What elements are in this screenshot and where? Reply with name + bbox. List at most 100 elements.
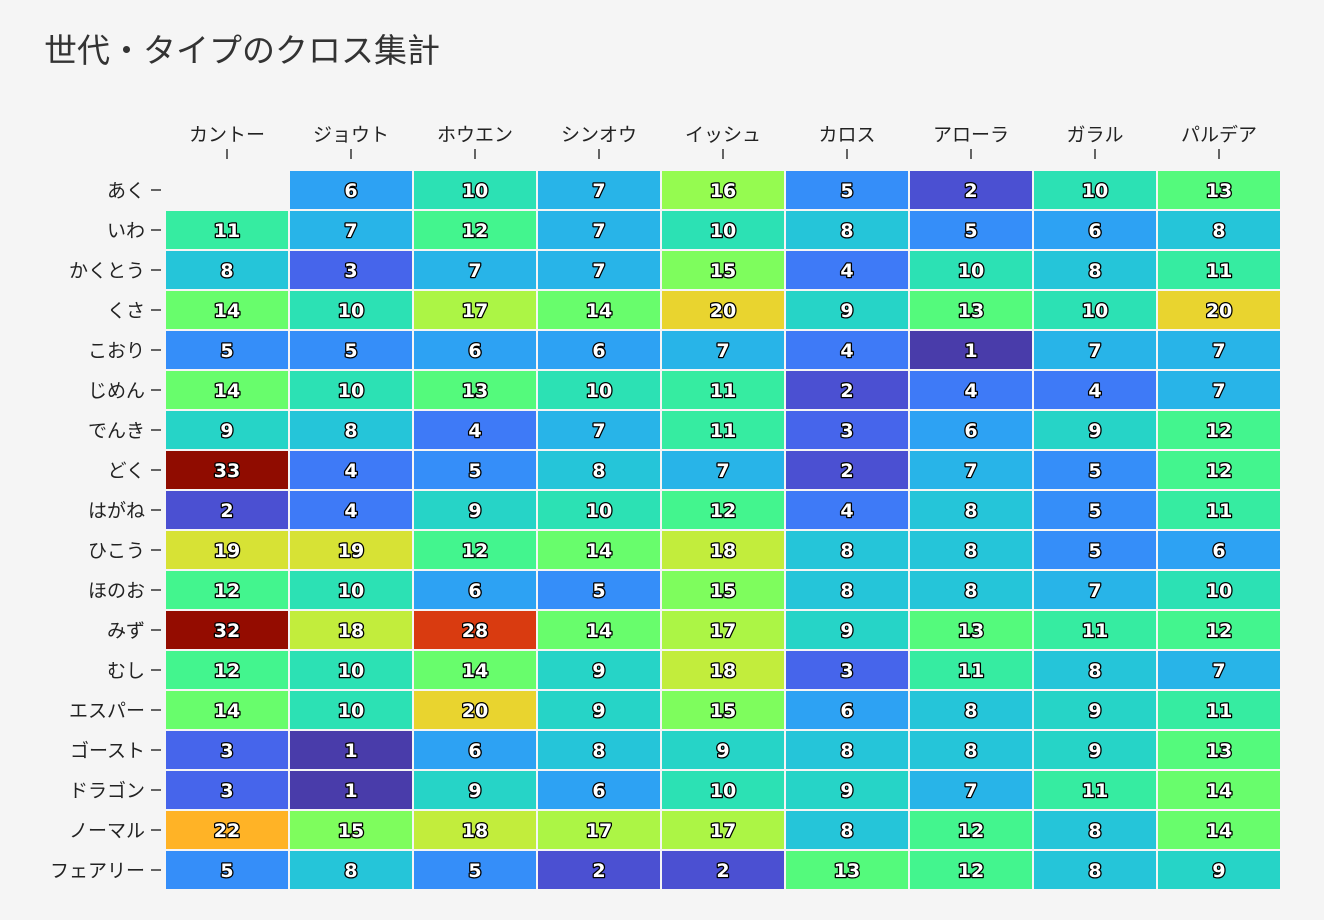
cell-value-label: 9 xyxy=(1088,740,1101,762)
cell-value-label: 13 xyxy=(1206,180,1232,202)
cell-value-label: 10 xyxy=(958,260,984,282)
heatmap-cell xyxy=(786,691,908,729)
heatmap-cell xyxy=(414,251,536,289)
cell-value-label: 5 xyxy=(840,180,853,202)
heatmap-cell xyxy=(786,811,908,849)
cell-value-label: 9 xyxy=(592,660,605,682)
cell-value-label: 10 xyxy=(1082,300,1108,322)
x-tick-label: ジョウト xyxy=(313,124,389,146)
heatmap-cell xyxy=(414,491,536,529)
heatmap-cell xyxy=(290,371,412,409)
heatmap-cell xyxy=(786,531,908,569)
y-tick-label: いわ xyxy=(107,220,145,242)
cell-value-label: 2 xyxy=(592,860,605,882)
heatmap-cell xyxy=(662,451,784,489)
cell-value-label: 20 xyxy=(462,700,488,722)
cell-value-label: 10 xyxy=(710,780,736,802)
heatmap-cell xyxy=(290,571,412,609)
heatmap-cell xyxy=(166,251,288,289)
cell-value-label: 9 xyxy=(1212,860,1225,882)
heatmap-cell xyxy=(1158,331,1280,369)
cell-value-label: 7 xyxy=(468,260,481,282)
cell-value-label: 5 xyxy=(1088,540,1101,562)
x-tick-label: ホウエン xyxy=(437,124,513,146)
cell-value-label: 6 xyxy=(1088,220,1101,242)
heatmap-cell xyxy=(910,251,1032,289)
cell-value-label: 9 xyxy=(840,300,853,322)
cell-value-label: 8 xyxy=(840,820,853,842)
heatmap-cell xyxy=(290,811,412,849)
cell-value-label: 5 xyxy=(1088,500,1101,522)
x-tick-label: ガラル xyxy=(1066,124,1123,146)
heatmap-cell xyxy=(786,491,908,529)
cell-value-label: 17 xyxy=(710,620,736,642)
y-tick-label: どく xyxy=(108,460,145,482)
y-tick-label: こおり xyxy=(88,340,145,362)
heatmap-cell xyxy=(166,371,288,409)
heatmap-cell xyxy=(1034,451,1156,489)
heatmap-cell xyxy=(538,371,660,409)
cell-value-label: 8 xyxy=(592,740,605,762)
heatmap-cell xyxy=(166,291,288,329)
heatmap-cell xyxy=(166,611,288,649)
cell-value-label: 10 xyxy=(586,500,612,522)
heatmap-cell xyxy=(290,171,412,209)
cell-value-label: 11 xyxy=(1206,260,1232,282)
heatmap-cell xyxy=(786,291,908,329)
cell-value-label: 5 xyxy=(964,220,977,242)
cell-value-label: 4 xyxy=(344,460,357,482)
cell-value-label: 12 xyxy=(462,220,488,242)
cell-value-label: 3 xyxy=(220,780,233,802)
heatmap-cell xyxy=(1034,851,1156,889)
cell-value-label: 7 xyxy=(344,220,357,242)
heatmap-cell xyxy=(910,771,1032,809)
cell-value-label: 6 xyxy=(964,420,977,442)
heatmap-cell xyxy=(662,611,784,649)
y-tick-label: ひこう xyxy=(88,540,145,562)
cell-value-label: 2 xyxy=(220,500,233,522)
heatmap-cell xyxy=(662,251,784,289)
cell-value-label: 9 xyxy=(468,500,481,522)
y-tick-label: むし xyxy=(107,660,145,682)
cell-value-label: 18 xyxy=(338,620,364,642)
heatmap-cell xyxy=(414,291,536,329)
heatmap-cell xyxy=(786,731,908,769)
heatmap-cell xyxy=(1158,731,1280,769)
heatmap-cell xyxy=(662,731,784,769)
heatmap-cell xyxy=(1034,211,1156,249)
heatmap-cell xyxy=(538,411,660,449)
cell-value-label: 10 xyxy=(338,660,364,682)
heatmap-cell xyxy=(166,211,288,249)
cell-value-label: 19 xyxy=(214,540,240,562)
heatmap-cell xyxy=(166,411,288,449)
cell-value-label: 4 xyxy=(840,340,853,362)
heatmap-cell xyxy=(1158,651,1280,689)
heatmap-cell xyxy=(166,651,288,689)
heatmap-cell xyxy=(538,491,660,529)
cell-value-label: 8 xyxy=(964,740,977,762)
heatmap-cell xyxy=(414,371,536,409)
heatmap-cell xyxy=(414,211,536,249)
heatmap-cell xyxy=(166,851,288,889)
y-tick-label: ゴースト xyxy=(70,740,145,762)
heatmap-cell xyxy=(1158,171,1280,209)
cell-value-label: 9 xyxy=(840,620,853,642)
y-tick-label: エスパー xyxy=(69,700,145,722)
heatmap-cell xyxy=(1158,411,1280,449)
cell-value-label: 18 xyxy=(710,660,736,682)
cell-value-label: 8 xyxy=(840,740,853,762)
cell-value-label: 12 xyxy=(1206,460,1232,482)
heatmap-cell xyxy=(414,171,536,209)
x-tick-label: アローラ xyxy=(933,124,1009,146)
heatmap-cell xyxy=(1158,251,1280,289)
heatmap-cell xyxy=(1158,531,1280,569)
cell-value-label: 12 xyxy=(958,820,984,842)
cell-value-label: 8 xyxy=(840,580,853,602)
cell-value-label: 8 xyxy=(964,540,977,562)
heatmap-cell xyxy=(290,851,412,889)
cell-value-label: 17 xyxy=(586,820,612,842)
cell-value-label: 7 xyxy=(1212,340,1225,362)
heatmap-cell xyxy=(662,651,784,689)
heatmap-cell xyxy=(414,771,536,809)
